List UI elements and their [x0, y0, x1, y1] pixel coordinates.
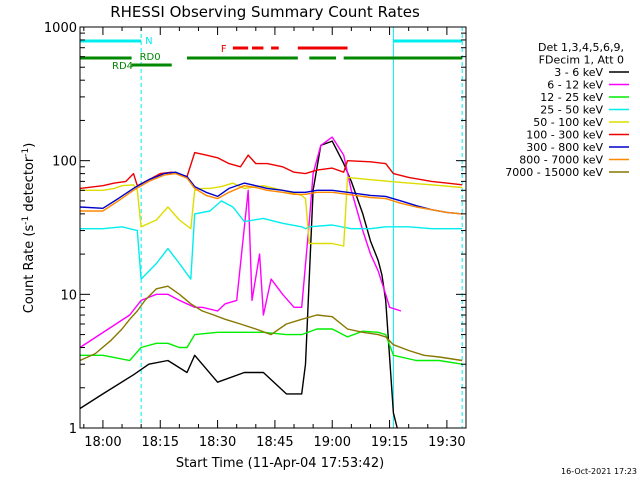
legend-label-100-300-kev: 100 - 300 keV	[526, 129, 603, 142]
y-axis-label: Count Rate (s-1 detector-1)	[21, 143, 37, 314]
legend-header-line: FDecim 1, Att 0	[539, 54, 624, 67]
legend-label-50-100-kev: 50 - 100 keV	[533, 116, 603, 129]
series-line-300-800-kev	[79, 171, 463, 215]
flare-label: F	[221, 44, 227, 55]
x-tick-label: 18:15	[142, 435, 179, 450]
x-tick-label: 19:15	[371, 435, 408, 450]
x-tick-label: 19:00	[314, 435, 351, 450]
rd0-label: RD0	[140, 52, 161, 63]
legend-label-300-800-kev: 300 - 800 keV	[526, 141, 603, 154]
x-tick-label: 18:45	[256, 435, 293, 450]
series-line-3-6-kev	[79, 140, 398, 429]
legend-label-7000-15000-kev: 7000 - 15000 keV	[505, 166, 603, 179]
y-ticks: 1 10 100 1000	[44, 21, 466, 437]
legend-header-line: Det 1,3,4,5,6,9,	[538, 41, 624, 54]
chart-title: RHESSI Observing Summary Count Rates	[110, 3, 420, 21]
plot-frame	[79, 26, 467, 429]
legend-label-6-12-kev: 6 - 12 keV	[547, 79, 603, 92]
x-axis-label: Start Time (11-Apr-04 17:53:42)	[176, 456, 384, 471]
legend: Det 1,3,4,5,6,9,FDecim 1, Att 03 - 6 keV…	[505, 41, 629, 179]
legend-label-800-7000-kev: 800 - 7000 keV	[519, 154, 603, 167]
series-line-6-12-kev	[79, 136, 402, 349]
legend-label-3-6-kev: 3 - 6 keV	[554, 66, 603, 79]
x-ticks: 18:00 18:15 18:30 18:45 19:00 19:15 19:30	[83, 27, 467, 450]
x-tick-label: 18:00	[84, 435, 121, 450]
legend-label-25-50-kev: 25 - 50 keV	[540, 104, 603, 117]
footer-date: 16-Oct-2021 17:23	[561, 467, 637, 476]
x-tick-label: 19:30	[428, 435, 465, 450]
series-line-50-100-kev	[80, 176, 463, 247]
rd4-label: RD4	[112, 61, 133, 72]
y-tick-label: 1000	[44, 21, 77, 36]
y-tick-label: 1	[69, 422, 77, 437]
series-layer	[79, 136, 463, 429]
y-tick-label: 100	[52, 155, 77, 170]
annotation-layer: N F RD0 RD4	[79, 27, 463, 428]
series-line-800-7000-kev	[80, 172, 463, 215]
y-tick-label: 10	[60, 288, 77, 303]
x-tick-label: 18:30	[199, 435, 236, 450]
legend-label-12-25-kev: 12 - 25 keV	[540, 91, 603, 104]
series-line-7000-15000-kev	[79, 285, 463, 362]
series-line-25-50-kev	[80, 200, 463, 280]
night-label: N	[145, 36, 152, 47]
